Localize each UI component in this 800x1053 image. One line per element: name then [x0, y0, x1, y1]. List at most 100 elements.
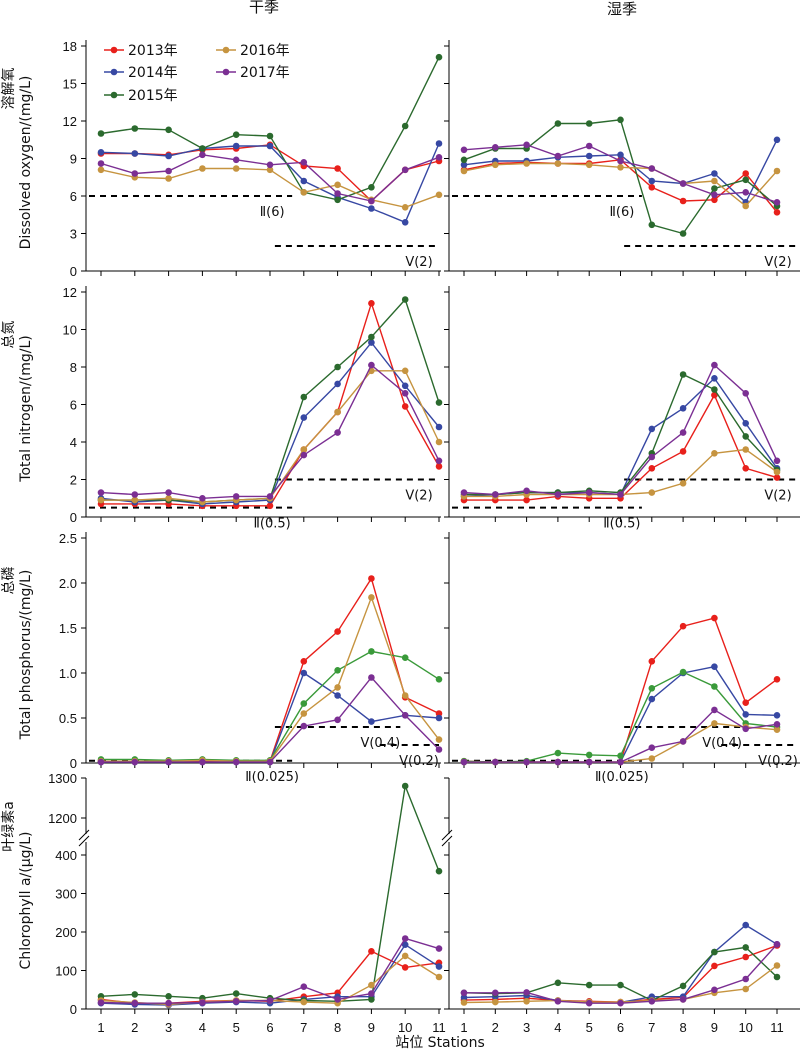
data-point-2014	[435, 140, 443, 147]
data-point-2017	[679, 738, 687, 745]
data-point-2017	[679, 180, 687, 187]
data-point-2015	[773, 973, 781, 981]
panel-chla-dry: 0 100 200 300 400 1200 1300 1 2 3 4 5 6 7 8 9 10 11	[48, 771, 446, 1035]
data-point-2017	[266, 997, 274, 1004]
data-point-2014	[334, 692, 341, 699]
y-axis-label-cn: 叶绿素a	[1, 801, 17, 852]
data-point-2017	[165, 489, 172, 496]
data-point-2014	[711, 170, 718, 177]
x-tick-label: 11	[432, 1020, 446, 1035]
x-tick-label: 10	[398, 1020, 412, 1035]
data-point-2017	[492, 491, 499, 498]
threshold-label: Ⅱ(0.025)	[595, 770, 649, 785]
data-point-2016	[492, 998, 499, 1006]
data-point-2017	[648, 998, 656, 1005]
data-point-2014	[165, 152, 172, 160]
data-point-2016	[131, 496, 139, 504]
y-tick-label: 300	[55, 887, 77, 902]
legend-label: 2017年	[240, 65, 290, 81]
data-point-2014	[617, 151, 624, 159]
data-point-2015	[334, 196, 341, 204]
data-point-2017	[368, 361, 375, 369]
series-line-2013	[101, 300, 440, 507]
data-point-2016	[435, 191, 443, 199]
data-point-2017	[742, 975, 749, 983]
y-tick-label: 3	[70, 227, 77, 242]
y-tick-label: 0	[70, 264, 77, 279]
x-tick-label: 3	[165, 1020, 172, 1035]
data-point-2016	[401, 367, 409, 375]
data-point-2013	[773, 474, 781, 481]
data-point-2017	[199, 495, 206, 502]
x-tick-label: 6	[266, 1020, 273, 1035]
data-point-2016	[742, 446, 749, 453]
data-point-2015	[460, 156, 468, 164]
data-point-2017	[435, 457, 443, 465]
data-point-2017	[97, 758, 105, 766]
data-point-2017	[554, 152, 562, 160]
data-point-2016	[648, 489, 656, 496]
data-point-2014	[300, 669, 308, 677]
series-line-2017	[463, 363, 778, 496]
data-point-2014	[232, 142, 240, 150]
data-point-2015	[368, 996, 375, 1003]
data-point-2016	[334, 181, 341, 189]
y-tick-label: 1.0	[59, 666, 77, 681]
y-tick-label: 1300	[48, 771, 77, 786]
data-point-2014	[435, 714, 443, 722]
data-point-2014	[460, 994, 468, 1001]
data-point-2017	[773, 941, 781, 948]
y-tick-label: 4	[70, 435, 77, 450]
data-point-2015	[266, 132, 274, 140]
data-point-2017	[368, 197, 375, 205]
data-point-2017	[742, 725, 749, 733]
data-point-2017	[232, 758, 240, 766]
data-point-2014	[435, 963, 443, 970]
data-point-2015	[401, 782, 409, 790]
threshold-label: Ⅴ(2)	[764, 255, 791, 270]
y-tick-label: 0.5	[59, 711, 77, 726]
data-point-2014	[742, 711, 749, 718]
threshold-label: Ⅱ(6)	[260, 205, 285, 220]
data-point-2013	[368, 575, 375, 582]
data-point-2015	[435, 53, 443, 61]
data-point-2013	[648, 465, 656, 472]
data-point-2015	[165, 993, 172, 1000]
data-point-2016	[165, 495, 172, 502]
series-line-2013	[464, 393, 778, 501]
data-point-2017	[334, 716, 341, 724]
data-point-2017	[617, 157, 624, 165]
y-axis-label-en: Total nitrogen/(mg/L)	[18, 335, 34, 482]
y-axis-label-en: Total phosphorus/(mg/L)	[18, 570, 34, 741]
data-point-2015	[679, 371, 687, 378]
data-point-2015	[679, 982, 687, 990]
data-point-2013	[742, 170, 749, 177]
threshold-label: Ⅱ(0.5)	[254, 517, 291, 532]
data-point-2017	[460, 146, 468, 154]
data-point-2017	[773, 721, 781, 728]
data-point-2013	[773, 676, 781, 683]
legend-label: 2013年	[128, 43, 178, 59]
data-point-2017	[401, 712, 409, 719]
x-tick-label: 9	[711, 1020, 718, 1035]
data-point-2017	[300, 722, 308, 730]
data-point-2015	[648, 221, 656, 229]
data-point-2015	[554, 120, 562, 127]
data-point-2017	[773, 457, 781, 465]
data-point-2016	[679, 480, 687, 487]
data-point-2015	[742, 176, 749, 184]
data-point-2015	[585, 981, 593, 989]
data-point-2017	[554, 998, 562, 1005]
data-point-2016	[97, 496, 105, 504]
data-point-2017	[523, 487, 530, 495]
data-point-2017	[435, 746, 443, 753]
data-point-2013	[648, 184, 656, 191]
data-point-2014	[460, 161, 468, 169]
data-point-2013	[711, 962, 718, 970]
data-point-2016	[773, 468, 781, 476]
data-point-2017	[131, 491, 139, 498]
data-point-2013	[523, 496, 530, 504]
data-point-2013	[711, 391, 718, 399]
data-point-2014	[773, 136, 781, 144]
